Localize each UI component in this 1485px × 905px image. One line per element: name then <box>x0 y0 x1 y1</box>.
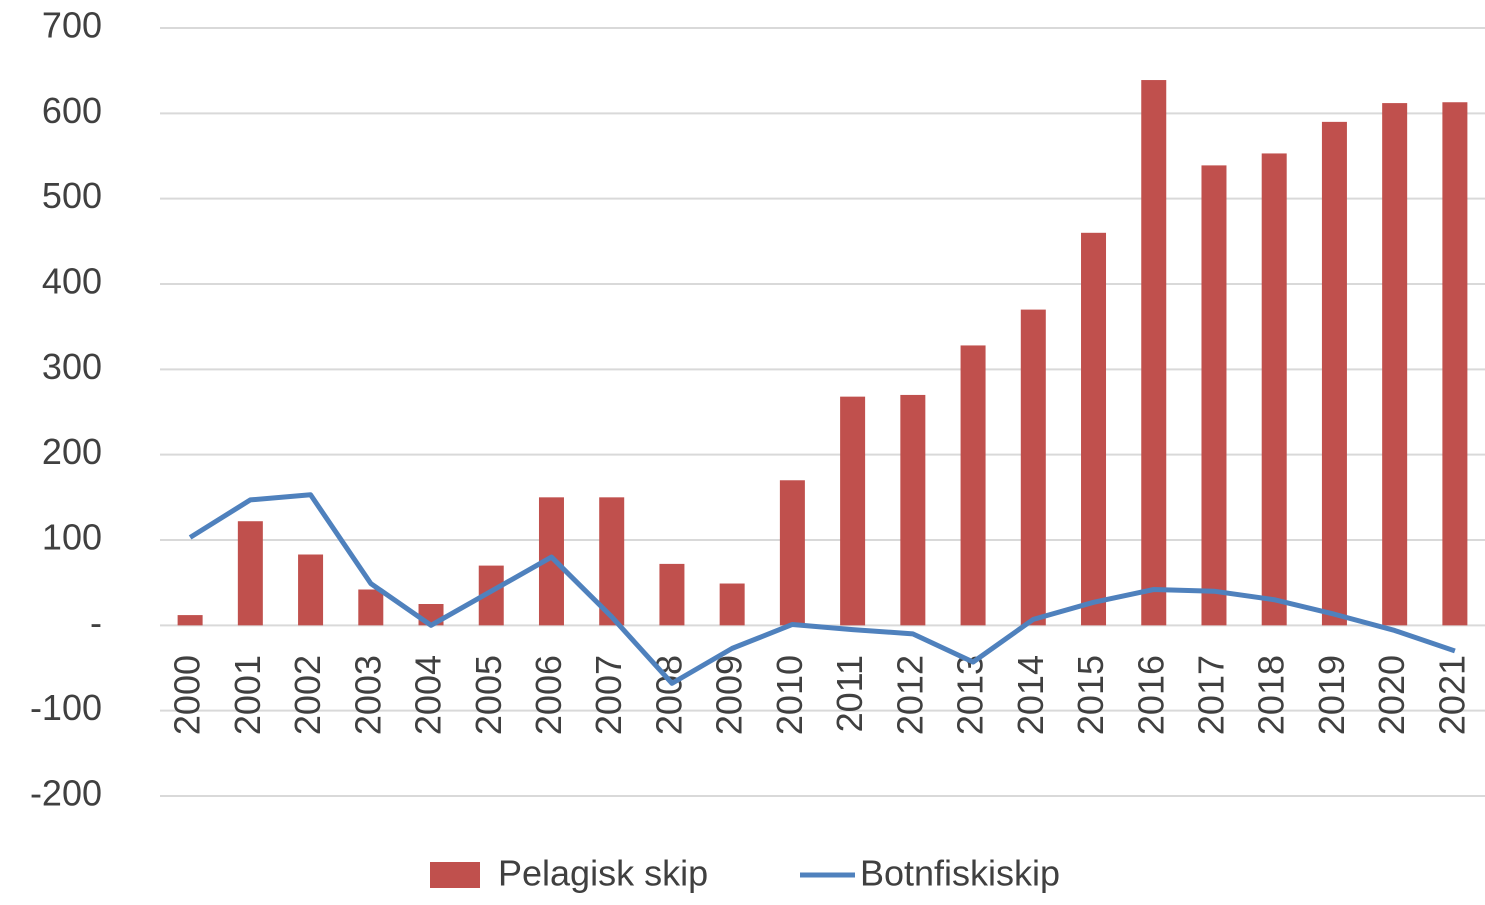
x-tick-label: 2009 <box>709 655 750 735</box>
legend-swatch <box>430 862 480 888</box>
bar <box>900 394 926 626</box>
bar <box>840 396 866 626</box>
x-tick-label: 2021 <box>1431 655 1472 735</box>
bar <box>177 615 203 626</box>
y-tick-label: 100 <box>42 517 102 558</box>
x-tick-label: 2010 <box>769 655 810 735</box>
bar <box>1261 153 1287 626</box>
bar <box>1081 232 1107 626</box>
x-tick-label: 2020 <box>1371 655 1412 735</box>
legend-label: Pelagisk skip <box>498 853 708 894</box>
bar <box>1382 103 1408 626</box>
x-tick-label: 2006 <box>528 655 569 735</box>
bar <box>659 563 685 626</box>
x-tick-label: 2017 <box>1190 655 1231 735</box>
x-tick-label: 2019 <box>1311 655 1352 735</box>
y-tick-label: 500 <box>42 175 102 216</box>
bar <box>960 345 986 626</box>
x-tick-label: 2004 <box>408 655 449 735</box>
y-tick-label: 600 <box>42 90 102 131</box>
bar <box>719 583 745 626</box>
x-tick-label: 2013 <box>950 655 991 735</box>
y-tick-label: 700 <box>42 5 102 46</box>
x-tick-label: 2000 <box>167 655 208 735</box>
x-tick-label: 2005 <box>468 655 509 735</box>
x-tick-label: 2002 <box>287 655 328 735</box>
y-tick-label: -200 <box>30 773 102 814</box>
x-tick-label: 2012 <box>889 655 930 735</box>
bar <box>1020 309 1046 626</box>
y-tick-label: 300 <box>42 346 102 387</box>
bar <box>1141 80 1167 626</box>
y-tick-label: -100 <box>30 687 102 728</box>
x-tick-label: 2001 <box>227 655 268 735</box>
x-tick-label: 2007 <box>588 655 629 735</box>
legend-label: Botnfiskiskip <box>860 853 1060 894</box>
line <box>188 492 1456 686</box>
bar <box>237 521 263 626</box>
x-tick-label: 2016 <box>1130 655 1171 735</box>
x-tick-label: 2011 <box>829 655 870 732</box>
y-tick-label: 200 <box>42 431 102 472</box>
bar <box>1321 121 1347 626</box>
x-tick-label: 2015 <box>1070 655 1111 735</box>
bar <box>1201 165 1227 626</box>
bar <box>779 480 805 626</box>
x-tick-label: 2014 <box>1010 655 1051 735</box>
x-tick-label: 2018 <box>1251 655 1292 735</box>
bar <box>298 554 324 626</box>
y-tick-label: 400 <box>42 261 102 302</box>
y-tick-label: - <box>90 602 102 643</box>
bar <box>358 589 384 626</box>
bar <box>599 497 625 626</box>
x-tick-label: 2003 <box>347 655 388 735</box>
bar <box>1442 102 1468 626</box>
